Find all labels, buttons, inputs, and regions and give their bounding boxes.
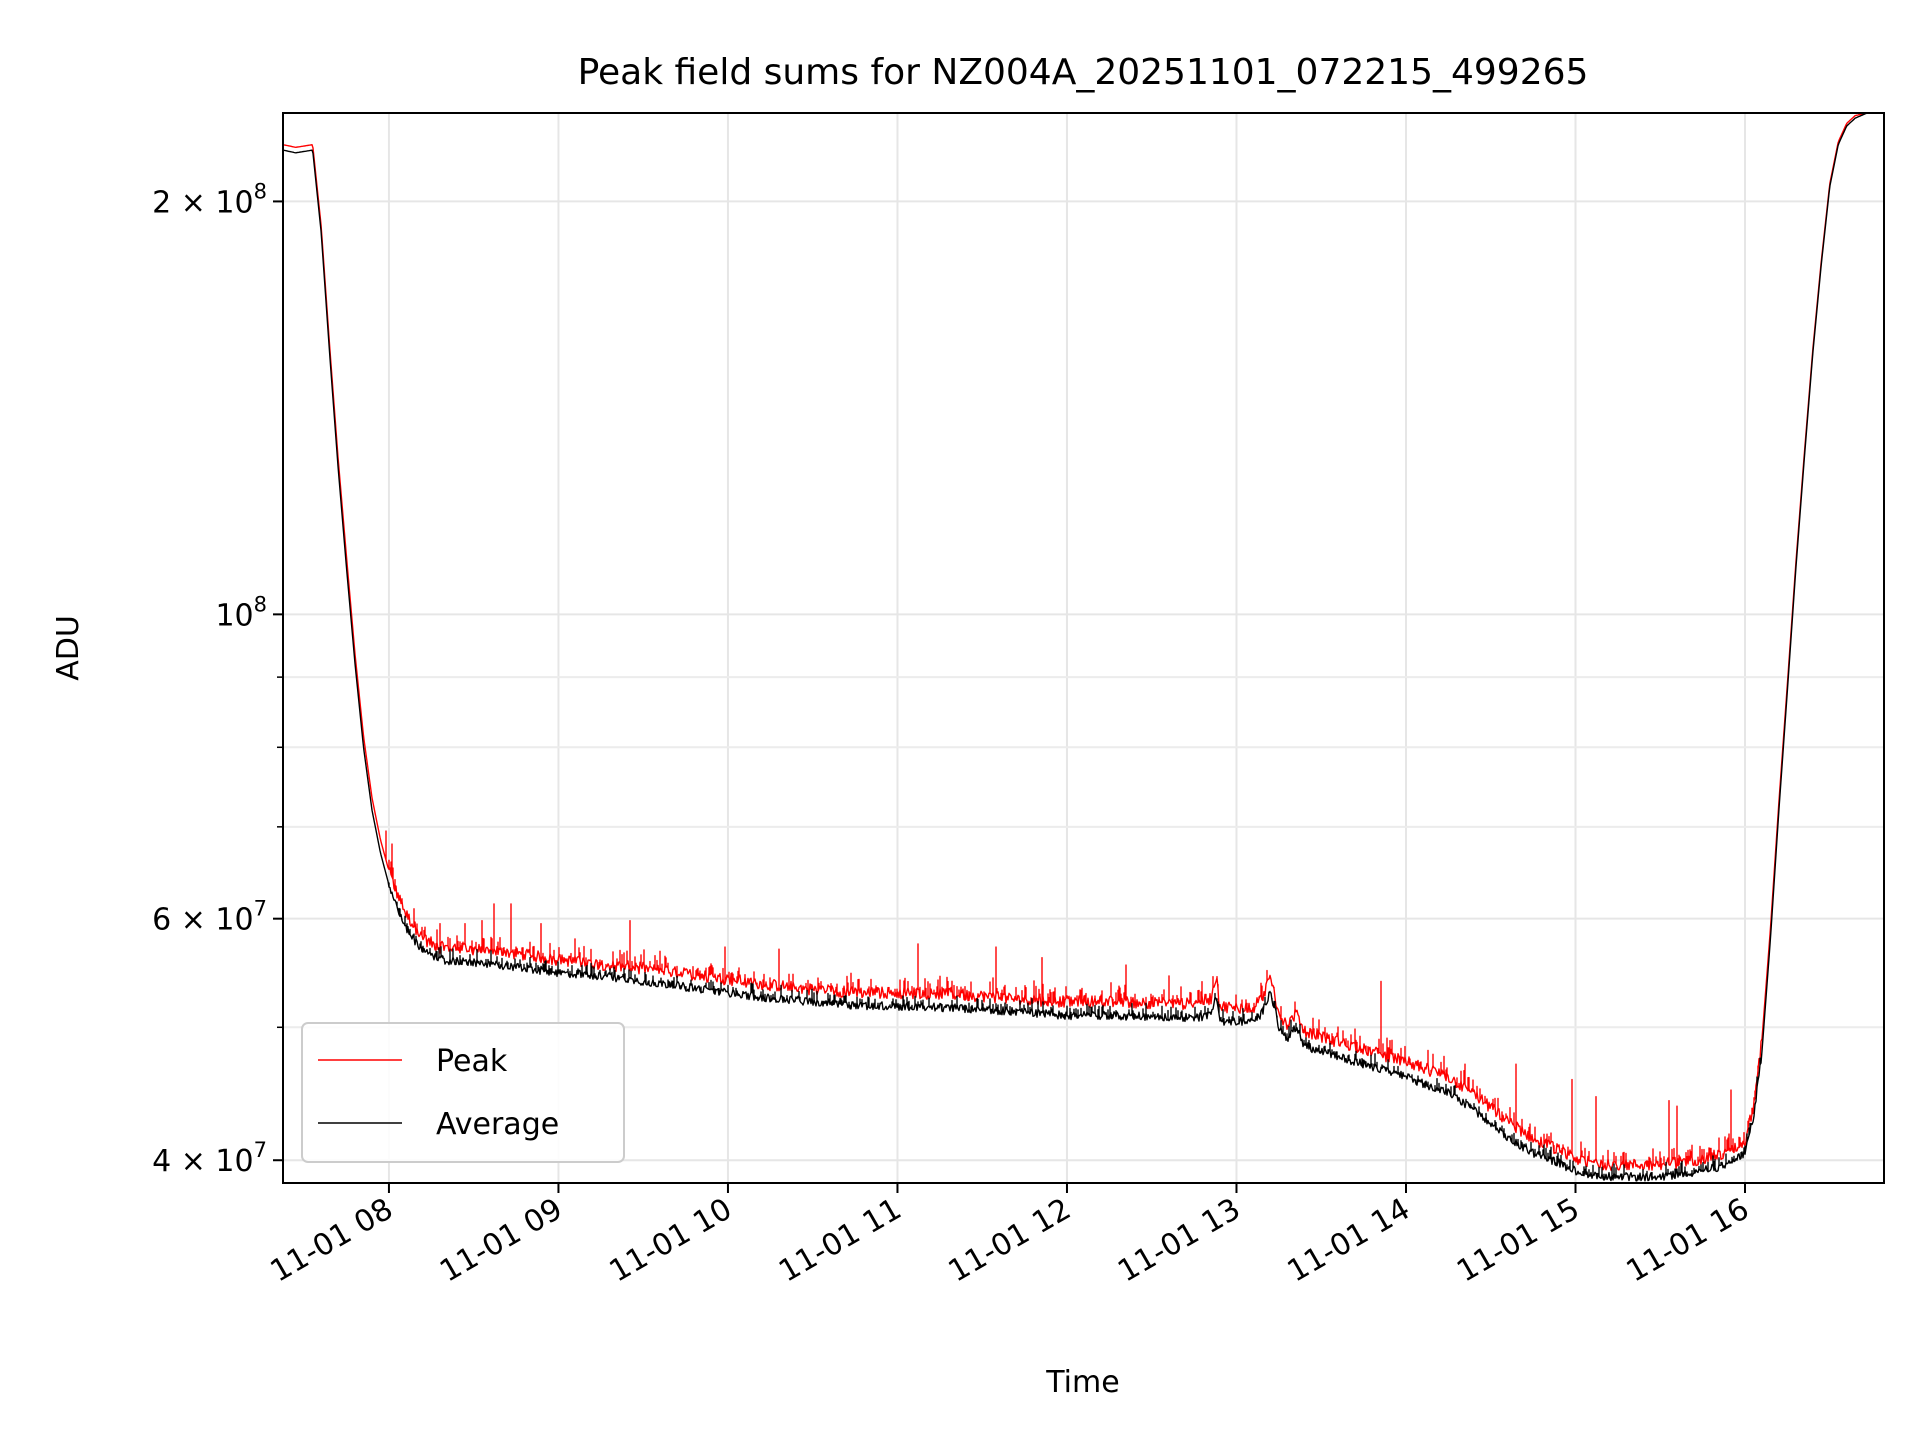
y-tick-label: 2 × 108 [152,179,267,220]
y-tick-label: 6 × 107 [152,897,267,938]
series-line-average [283,113,1884,1182]
chart-title: Peak field sums for NZ004A_20251101_0722… [578,52,1589,93]
legend-label-average: Average [436,1107,559,1142]
legend-label-peak: Peak [436,1044,508,1079]
y-axis: 4 × 107 6 × 107 108 2 × 108 [152,179,283,1179]
plot-frame [282,112,1885,1184]
y-axis-label: ADU [51,615,86,681]
legend-box [301,1022,625,1163]
plot-series [283,113,1884,1182]
y-tick-label: 4 × 107 [152,1138,267,1179]
y-tick-label: 108 [215,592,267,633]
legend: Peak Average [301,1022,625,1163]
grid [283,113,1884,1183]
x-axis-label: Time [1045,1365,1119,1400]
series-line-peak [283,113,1884,1171]
